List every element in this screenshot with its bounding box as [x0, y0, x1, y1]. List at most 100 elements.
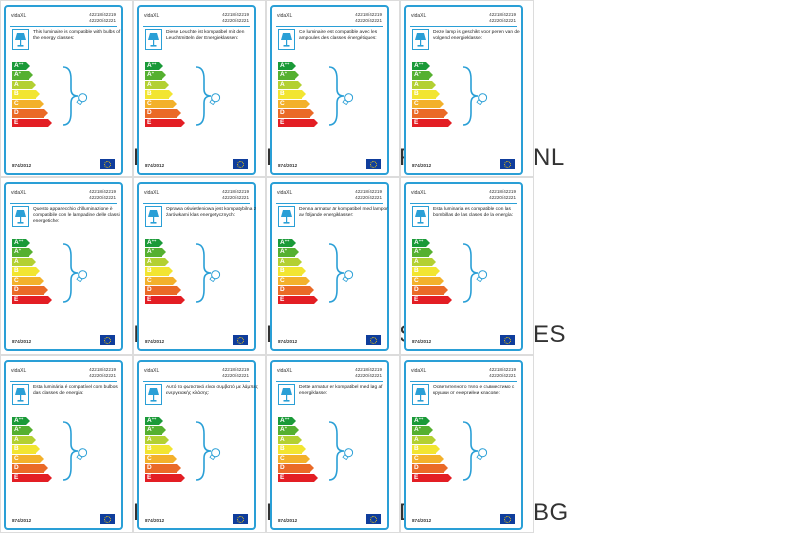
energy-bar-a: A: [278, 80, 302, 90]
eu-flag-icon: [100, 514, 115, 524]
energy-bar-arrow: [302, 267, 306, 276]
header-divider: [276, 203, 383, 204]
model-line-2: 42220/42221: [355, 195, 382, 200]
eu-flag-icon: [233, 335, 248, 345]
energy-bar-aplus: A+: [412, 426, 433, 435]
regulation-number: 874/2012: [278, 339, 298, 344]
regulation-number: 874/2012: [145, 518, 165, 523]
energy-bar-label: B: [414, 90, 419, 98]
language-code: BG: [533, 499, 569, 526]
energy-bar-arrow: [173, 454, 177, 463]
regulation-number: 874/2012: [12, 518, 32, 523]
energy-bar-label: B: [414, 267, 419, 275]
energy-bar-e: E: [412, 295, 452, 305]
energy-label-card: vidaXL 42218/42219 42220/42221 Esta luminár…: [4, 360, 123, 530]
energy-bar-label: A+: [414, 247, 422, 256]
energy-bar-arrow: [302, 90, 306, 99]
energy-bar-label: A++: [147, 416, 157, 425]
energy-bar-a: A: [145, 80, 169, 90]
label-cell-el: vidaXL 42218/42219 42220/42221 Αυτό το φωτι…: [133, 355, 296, 533]
energy-bar-label: B: [147, 267, 152, 275]
energy-bar-aplus: A+: [145, 248, 166, 257]
energy-bar-arrow: [40, 276, 44, 285]
energy-bar-b: B: [412, 90, 440, 99]
energy-bar-c: C: [278, 99, 310, 109]
energy-bar-aplus: A+: [412, 71, 433, 80]
lamp-icon: [12, 384, 29, 405]
energy-bar-arrow: [162, 248, 166, 257]
energy-bar-c: C: [12, 99, 44, 109]
brand-name: vidaXL: [411, 190, 427, 196]
energy-bar-label: D: [414, 286, 419, 294]
energy-bar-label: C: [147, 454, 152, 462]
model-line-2: 42220/42221: [489, 18, 516, 23]
model-line-1: 42218/42219: [89, 12, 116, 17]
energy-bar-d: D: [278, 109, 314, 118]
energy-bar-arrow: [169, 267, 173, 276]
model-line-2: 42220/42221: [89, 195, 116, 200]
energy-bar-b: B: [145, 445, 173, 454]
energy-bar-arrow: [444, 109, 448, 118]
label-cell-da: vidaXL 42218/42219 42220/42221 Dette armatu…: [266, 355, 433, 533]
lamp-icon: [145, 29, 162, 50]
energy-bar-b: B: [278, 445, 306, 454]
energy-bar-label: A: [414, 80, 419, 88]
header-divider: [143, 26, 250, 27]
energy-bar-label: A++: [147, 238, 157, 247]
compatibility-brace-icon: [327, 65, 367, 126]
compatibility-brace-icon: [461, 420, 501, 481]
energy-bar-label: A+: [280, 247, 288, 256]
energy-bar-arrow: [44, 464, 48, 473]
model-numbers: 42218/42219 42220/42221: [355, 12, 382, 24]
label-cell-pt: vidaXL 42218/42219 42220/42221 Esta luminár…: [0, 355, 164, 533]
energy-bar-label: A+: [14, 247, 22, 256]
energy-bar-d: D: [145, 286, 181, 295]
model-line-1: 42218/42219: [489, 367, 516, 372]
regulation-number: 874/2012: [412, 163, 432, 168]
energy-bar-label: D: [147, 286, 152, 294]
energy-bar-d: D: [12, 286, 48, 295]
energy-bar-label: B: [414, 445, 419, 453]
energy-label-card: vidaXL 42218/42219 42220/42221 Diese Leucht…: [137, 5, 256, 175]
energy-bar-label: E: [14, 473, 19, 481]
compatibility-text: Esta luminaria es compatible con las bom…: [433, 207, 513, 218]
energy-bar-arrow: [306, 99, 310, 108]
energy-bar-e: E: [145, 295, 185, 305]
energy-bar-arrow: [310, 286, 314, 295]
energy-class-bars: A++ A+ A B C D E: [412, 417, 460, 483]
brand-name: vidaXL: [144, 13, 160, 19]
energy-bar-c: C: [278, 276, 310, 286]
energy-bar-aplus: A+: [278, 426, 299, 435]
energy-bar-a: A: [12, 80, 36, 90]
label-cell-de: vidaXL 42218/42219 42220/42221 Diese Leucht…: [133, 0, 300, 177]
energy-bar-arrow: [48, 295, 52, 304]
energy-bar-c: C: [12, 276, 44, 286]
compatibility-brace-icon: [61, 420, 101, 481]
energy-bar-label: A: [147, 80, 152, 88]
compatibility-brace-icon: [61, 65, 101, 126]
energy-bar-b: B: [12, 445, 40, 454]
energy-bar-d: D: [145, 109, 181, 118]
energy-bar-arrow: [32, 435, 36, 444]
model-numbers: 42218/42219 42220/42221: [489, 189, 516, 201]
model-numbers: 42218/42219 42220/42221: [489, 12, 516, 24]
label-cell-nl: vidaXL 42218/42219 42220/42221 Deze lamp is…: [400, 0, 564, 177]
energy-class-bars: A++ A+ A B C D E: [412, 62, 460, 128]
energy-bar-d: D: [12, 109, 48, 118]
energy-bar-label: D: [414, 464, 419, 472]
energy-bar-d: D: [12, 464, 48, 473]
model-line-1: 42218/42219: [222, 367, 249, 372]
brand-name: vidaXL: [144, 368, 160, 374]
header-divider: [10, 203, 117, 204]
energy-bar-b: B: [145, 267, 173, 276]
compatibility-text: Esta luminária é compatível com bulbos d…: [33, 385, 118, 396]
energy-bar-c: C: [12, 454, 44, 464]
energy-bar-label: C: [14, 276, 19, 284]
energy-bar-label: A++: [14, 238, 24, 247]
energy-class-bars: A++ A+ A B C D E: [412, 239, 460, 305]
energy-bar-arrow: [36, 445, 40, 454]
energy-bar-arrow: [40, 99, 44, 108]
energy-bar-arrow: [295, 71, 299, 80]
header-divider: [276, 381, 383, 382]
energy-bar-aplusplus: A++: [12, 62, 30, 71]
